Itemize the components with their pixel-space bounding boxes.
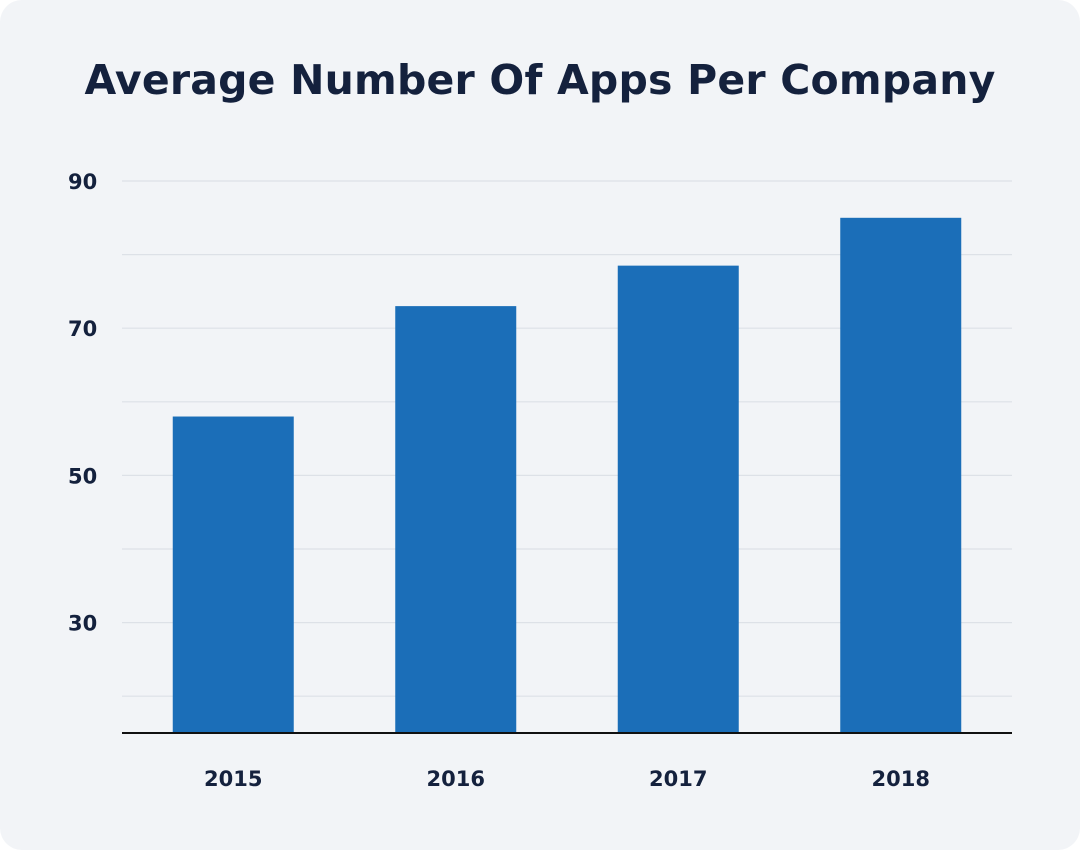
x-tick-label: 2016: [427, 767, 485, 791]
bar-2015: [172, 416, 294, 733]
bar-2018: [840, 217, 962, 734]
tick-labels: 30 50 70 90 2015 2016 2017 2018: [68, 170, 930, 791]
x-tick-label: 2017: [649, 767, 707, 791]
y-tick-label: 90: [68, 170, 97, 194]
bar-2016: [395, 306, 517, 733]
y-tick-label: 30: [68, 612, 97, 636]
y-tick-label: 50: [68, 464, 97, 488]
bars: [172, 217, 962, 734]
x-tick-label: 2015: [204, 767, 262, 791]
x-tick-label: 2018: [872, 767, 930, 791]
y-tick-label: 70: [68, 317, 97, 341]
chart-title: Average Number Of Apps Per Company: [84, 56, 996, 104]
bar-2017: [617, 265, 739, 733]
